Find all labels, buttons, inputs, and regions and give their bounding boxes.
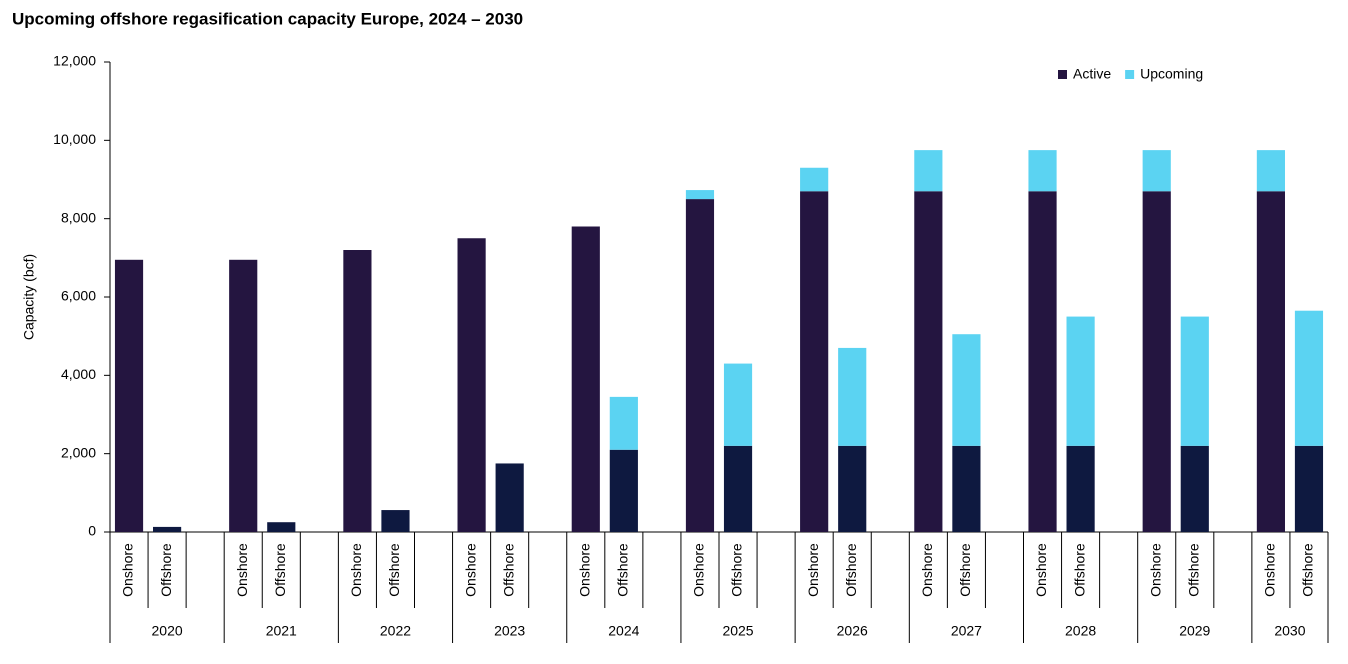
bar-segment	[381, 510, 410, 532]
y-tick-label: 12,000	[53, 53, 96, 69]
bar-segment	[723, 363, 753, 446]
bar-segment	[952, 445, 981, 532]
bar-segment	[723, 445, 753, 532]
bar-segment	[267, 522, 296, 532]
x-tick-label: Offshore	[158, 543, 174, 597]
x-tick-label: Onshore	[1033, 543, 1049, 597]
group-label: 2028	[1065, 623, 1096, 639]
y-tick-label: 8,000	[61, 209, 96, 225]
x-tick-label: Onshore	[576, 543, 592, 597]
bar-segment	[914, 150, 943, 192]
y-tick-label: 4,000	[61, 366, 96, 382]
bar-segment	[457, 238, 486, 532]
bar-segment	[1180, 445, 1209, 532]
x-tick-label: Offshore	[615, 543, 631, 597]
group-label: 2020	[152, 623, 183, 639]
x-tick-label: Onshore	[462, 543, 478, 597]
group-label: 2027	[951, 623, 982, 639]
bar-segment	[1294, 445, 1324, 532]
bar-segment	[609, 396, 638, 450]
x-tick-label: Offshore	[1071, 543, 1087, 597]
x-tick-label: Onshore	[1147, 543, 1163, 597]
chart-title: Upcoming offshore regasification capacit…	[12, 9, 523, 28]
bar-segment	[571, 226, 600, 532]
bar-segment	[1028, 191, 1057, 532]
bar-segment	[838, 445, 867, 532]
bar-segment	[1142, 150, 1171, 192]
bar-segment	[1066, 316, 1095, 446]
y-axis-label: Capacity (bcf)	[21, 254, 37, 340]
x-tick-label: Onshore	[805, 543, 821, 597]
bar-segment	[800, 167, 829, 192]
y-tick-label: 10,000	[53, 131, 96, 147]
bar-segment	[685, 190, 715, 200]
bar-segment	[609, 449, 638, 532]
x-tick-label: Offshore	[957, 543, 973, 597]
x-tick-label: Offshore	[272, 543, 288, 597]
y-tick-label: 6,000	[61, 288, 96, 304]
bar-segment	[1180, 316, 1209, 446]
group-label: 2023	[494, 623, 525, 639]
bar-segment	[838, 347, 867, 446]
bar-segment	[1256, 191, 1285, 532]
legend-label: Upcoming	[1140, 66, 1203, 82]
x-tick-label: Onshore	[348, 543, 364, 597]
bar-segment	[343, 250, 372, 532]
x-tick-label: Onshore	[919, 543, 935, 597]
bar-segment	[1294, 310, 1324, 446]
x-tick-label: Onshore	[1262, 543, 1278, 597]
legend-label: Active	[1073, 66, 1111, 82]
x-tick-label: Offshore	[843, 543, 859, 597]
x-tick-label: Offshore	[500, 543, 516, 597]
bar-segment	[1142, 191, 1171, 532]
y-tick-label: 0	[88, 523, 96, 539]
bar-segment	[952, 334, 981, 446]
bar-segment	[229, 259, 258, 532]
x-tick-label: Offshore	[1185, 543, 1201, 597]
y-tick-label: 2,000	[61, 444, 96, 460]
bar-segment	[114, 259, 144, 532]
legend-swatch	[1125, 70, 1135, 79]
bar-segment	[1066, 445, 1095, 532]
x-tick-label: Offshore	[729, 543, 745, 597]
group-label: 2025	[722, 623, 753, 639]
x-tick-label: Onshore	[120, 543, 136, 597]
group-label: 2022	[380, 623, 411, 639]
x-tick-label: Offshore	[386, 543, 402, 597]
bar-segment	[914, 191, 943, 532]
bar-segment	[685, 199, 715, 533]
group-label: 2029	[1179, 623, 1210, 639]
legend-swatch	[1058, 70, 1067, 79]
bar-segment	[1028, 150, 1057, 192]
x-tick-label: Onshore	[691, 543, 707, 597]
group-label: 2024	[608, 623, 639, 639]
bar-segment	[153, 526, 182, 532]
bar-segment	[800, 191, 829, 532]
group-label: 2026	[837, 623, 868, 639]
group-label: 2021	[266, 623, 297, 639]
group-label: 2030	[1274, 623, 1305, 639]
bar-segment	[495, 463, 524, 532]
x-tick-label: Offshore	[1300, 543, 1316, 597]
x-tick-label: Onshore	[234, 543, 250, 597]
bar-segment	[1256, 150, 1285, 192]
